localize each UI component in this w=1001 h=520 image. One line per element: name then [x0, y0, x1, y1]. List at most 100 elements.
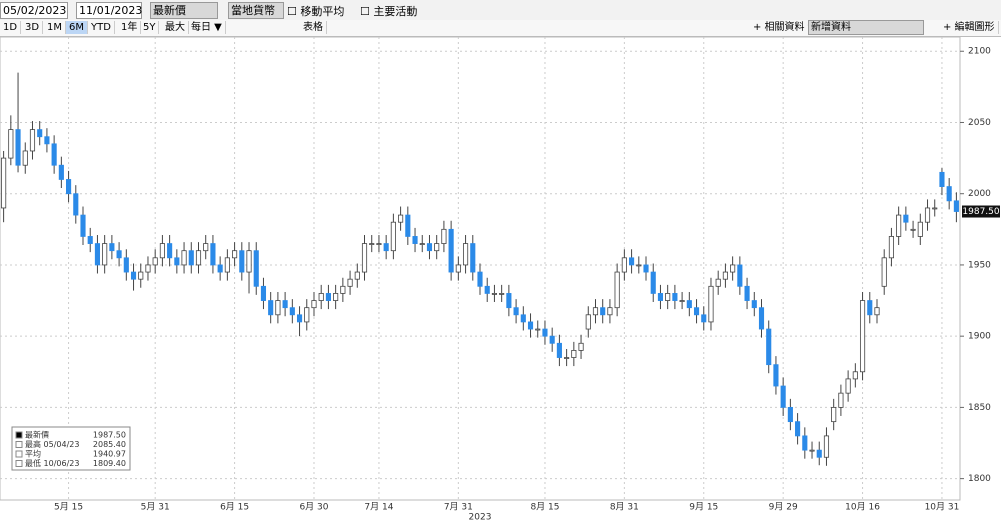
x-tick-label: 7月 14 [364, 502, 393, 513]
candle [159, 235, 165, 267]
price-field[interactable]: 最新價 [150, 2, 218, 19]
y-tick-label: 2050 [968, 118, 991, 128]
candle-body [167, 243, 173, 259]
candle [823, 427, 830, 466]
candle [939, 168, 945, 196]
candle-body [773, 364, 779, 387]
candle-body [354, 271, 360, 280]
candle-body [130, 271, 137, 280]
candle-body [571, 350, 577, 358]
candle [527, 313, 534, 338]
candle [448, 220, 454, 281]
candle [780, 377, 786, 416]
table-button[interactable]: 表格 [300, 21, 327, 34]
candle-body [802, 435, 808, 451]
candle [73, 185, 79, 224]
start-date[interactable]: 05/02/2023 [0, 2, 68, 19]
candle-body [564, 357, 570, 359]
x-tick-label: 9月 15 [689, 502, 718, 513]
candle-body [679, 300, 685, 302]
candle [116, 242, 122, 267]
candle [773, 356, 779, 395]
candle-body [29, 129, 36, 152]
end-date[interactable]: 11/01/2023 [76, 2, 142, 19]
period-button[interactable]: 1D [0, 21, 22, 34]
candle [556, 334, 562, 367]
candle [838, 384, 844, 416]
x-tick-label: 8月 31 [610, 502, 639, 513]
add-data[interactable]: 新增資料 [808, 20, 924, 35]
candle [369, 235, 375, 253]
candle-body [693, 307, 700, 316]
candle-body [888, 236, 894, 259]
candle [203, 235, 209, 260]
toolbar-periods: 表格 + 相關資料 ▾ 新增資料 + 編輯圖形 1D 3D 1M 6M YTD 1年 5Y 最… [0, 20, 1001, 37]
candle [145, 256, 151, 281]
candle [123, 249, 129, 281]
candle [932, 199, 938, 217]
candle-body [181, 250, 187, 266]
candle-body [867, 300, 873, 316]
period-button[interactable]: 3D [22, 21, 44, 34]
candle [181, 242, 187, 274]
frequency[interactable]: 每日 ▼ [188, 21, 226, 34]
period-button[interactable]: 1M [44, 21, 66, 34]
period-button[interactable]: 1年 [118, 21, 142, 34]
candle [340, 277, 346, 302]
candle-body [896, 214, 902, 237]
x-tick-label: 8月 15 [530, 502, 559, 513]
candle [513, 299, 519, 324]
candle-body [203, 243, 209, 252]
x-tick-label: 9月 29 [769, 502, 798, 513]
period-button[interactable]: YTD [88, 21, 115, 34]
candle-body [325, 293, 331, 301]
edit-chart[interactable]: + 編輯圖形 [940, 21, 999, 34]
candle-body [852, 371, 858, 380]
candle [874, 299, 880, 324]
candle-body [672, 293, 678, 301]
x-tick-label: 7月 31 [444, 502, 473, 513]
candle-body [109, 243, 115, 252]
period-button[interactable]: 最大 [162, 21, 189, 34]
candle-body [643, 264, 649, 273]
candle [217, 256, 223, 281]
candle [636, 256, 642, 274]
related-button[interactable]: + 相關資料 ▾ [750, 21, 817, 34]
moving-average[interactable]: ☐ 移動平均 [287, 5, 345, 18]
candle-body [737, 264, 743, 287]
candle [376, 235, 382, 253]
candle-body [383, 243, 389, 252]
x-tick-label: 5月 31 [141, 502, 170, 513]
candle [66, 170, 72, 203]
candle-body [123, 257, 129, 273]
period-button[interactable]: 6M [66, 21, 88, 34]
legend-swatch [15, 460, 23, 467]
candle-body [657, 293, 664, 301]
candle [650, 263, 656, 302]
candle [441, 220, 447, 253]
candle [953, 192, 959, 223]
candle-body [838, 392, 844, 408]
candle-body [520, 314, 526, 323]
candle-body [282, 300, 288, 309]
candle [354, 263, 360, 288]
candle [296, 306, 303, 337]
candle [859, 292, 866, 381]
candle [946, 178, 952, 210]
candle-body [426, 243, 433, 252]
candle-body [527, 321, 534, 330]
candle [37, 121, 43, 146]
candle-body [751, 300, 757, 309]
currency[interactable]: 當地貨幣 [228, 2, 284, 19]
candle-body [592, 307, 599, 316]
legend-swatch [15, 431, 23, 439]
period-button[interactable]: 5Y [140, 21, 160, 34]
candle-body [347, 278, 353, 287]
candle [167, 235, 173, 267]
candle [643, 256, 649, 281]
candle [816, 441, 822, 466]
candle [138, 263, 144, 288]
candle-body [152, 257, 158, 266]
candle-body [903, 214, 909, 223]
events[interactable]: ☐ 主要活動 [360, 5, 418, 18]
